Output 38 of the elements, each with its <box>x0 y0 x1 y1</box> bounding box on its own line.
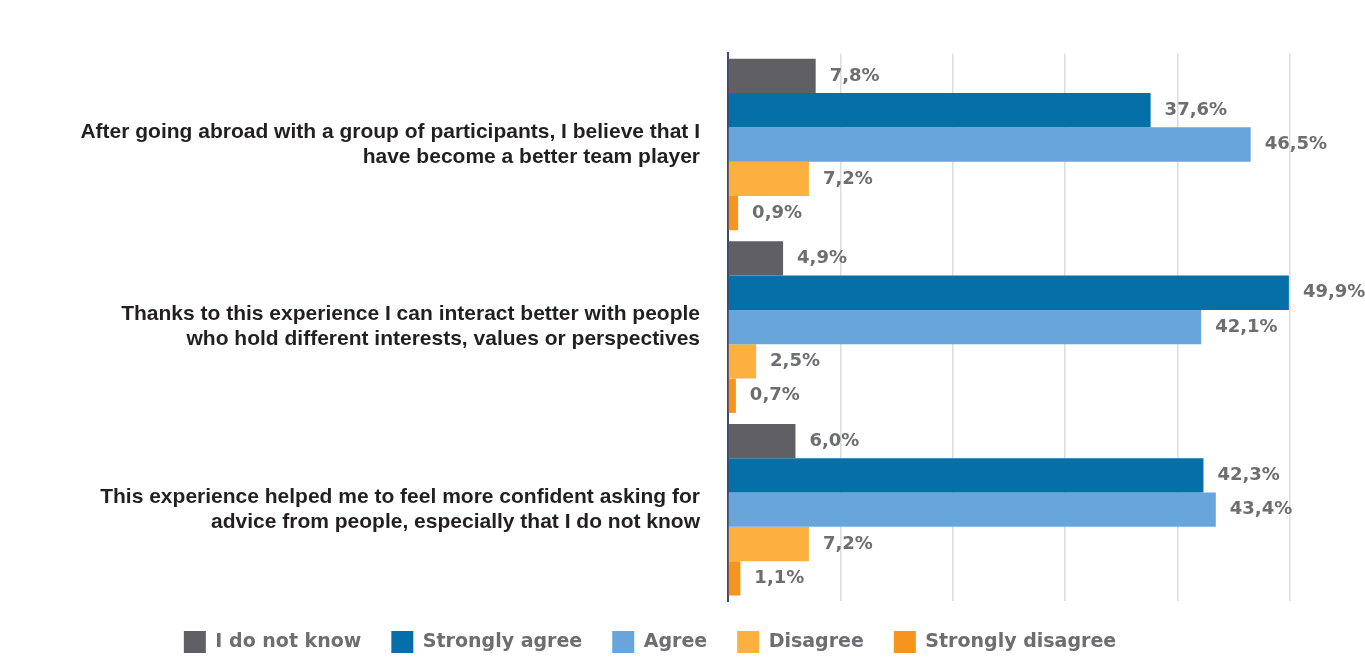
data-label: 42,3% <box>1217 463 1280 485</box>
data-label: 2,5% <box>770 349 821 371</box>
legend-label: Strongly disagree <box>925 628 1117 651</box>
data-label: 43,4% <box>1229 497 1293 519</box>
data-label: 6,0% <box>809 428 860 450</box>
bar <box>728 127 1251 162</box>
legend-label: Agree <box>643 628 708 651</box>
legend-label: Disagree <box>768 628 864 651</box>
y-tick-label: After going abroad with a group of participants, I believe that I have become a better team player <box>80 118 700 167</box>
data-label: 37,6% <box>1164 97 1228 119</box>
data-label: 7,2% <box>822 531 873 553</box>
bar <box>728 561 741 596</box>
bar <box>728 423 796 459</box>
bar <box>728 195 739 231</box>
bar <box>728 58 816 94</box>
y-tick-label: Thanks to this experience I can interact better with people who hold different interests, values or perspectives <box>121 301 700 350</box>
bar <box>728 458 1204 493</box>
bar <box>728 344 757 379</box>
bar <box>728 241 784 276</box>
data-label: 7,8% <box>829 63 880 85</box>
data-label: 0,9% <box>752 200 803 222</box>
bar <box>728 275 1289 310</box>
bar <box>728 93 1151 128</box>
legend-label: Strongly agree <box>422 628 583 651</box>
data-label: 46,5% <box>1264 132 1328 154</box>
data-label: 42,1% <box>1215 314 1278 336</box>
data-label: 4,9% <box>797 246 847 268</box>
bar <box>728 161 809 196</box>
bar <box>728 492 1216 527</box>
bar <box>728 378 736 413</box>
data-label: 0,7% <box>749 383 800 405</box>
bar <box>728 309 1202 345</box>
data-label: 49,9% <box>1302 280 1365 302</box>
bar <box>728 526 809 562</box>
legend-label: I do not know <box>215 628 362 651</box>
data-label: 7,2% <box>822 166 873 188</box>
data-label: 1,1% <box>754 566 805 588</box>
y-tick-label: This experience helped me to feel more confident asking for advice from people, especially that I do not know <box>100 483 701 533</box>
